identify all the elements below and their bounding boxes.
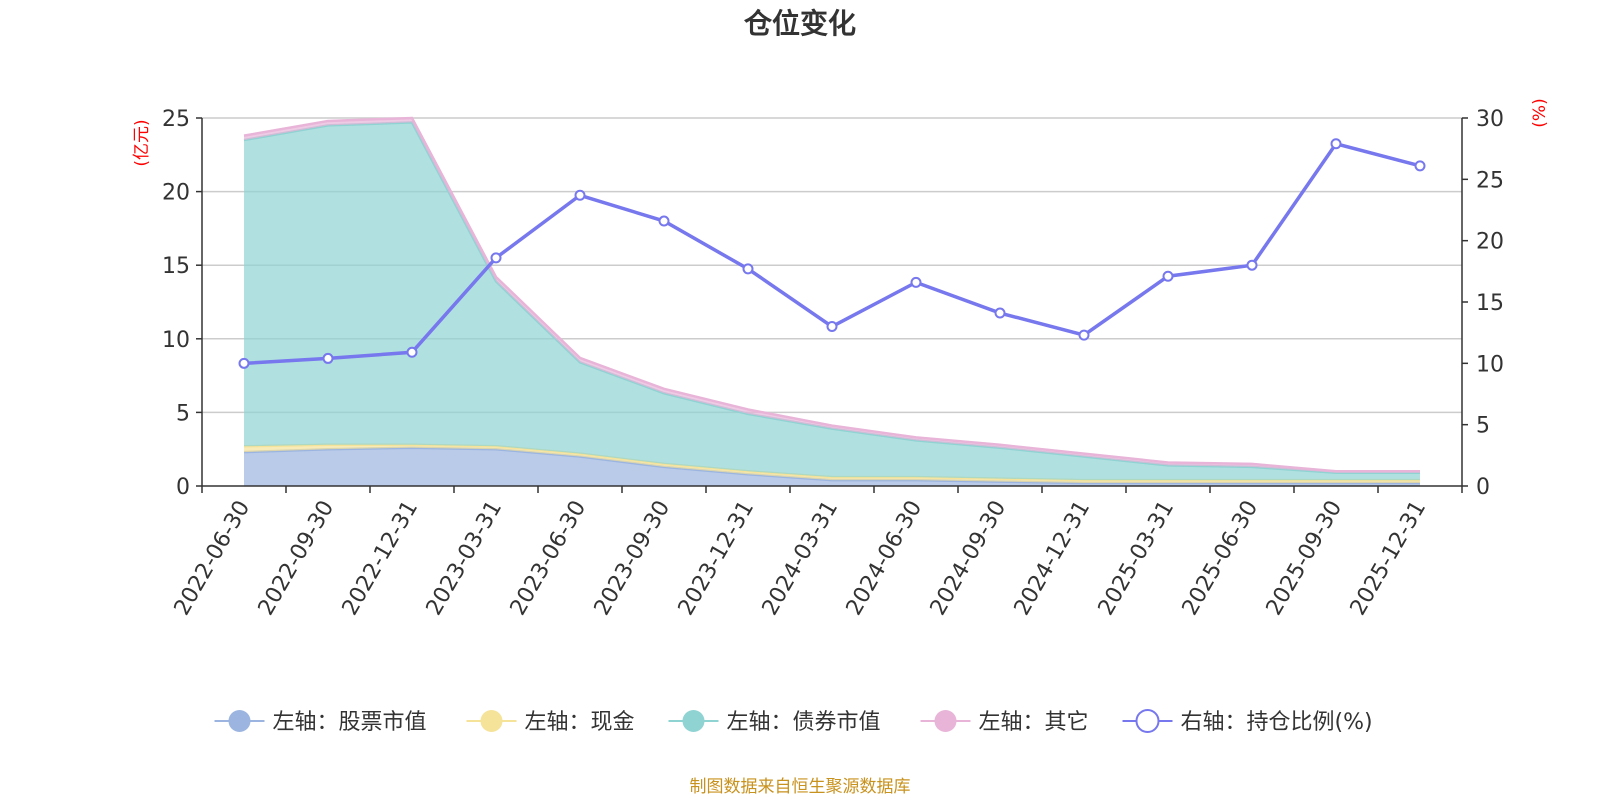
ratio-point [322, 352, 334, 364]
legend-label: 左轴：债券市值 [727, 710, 881, 735]
x-tick-label: 2023-09-30 [590, 497, 676, 620]
x-tick-label: 2025-03-31 [1094, 497, 1180, 620]
ratio-point [1246, 259, 1258, 271]
x-tick-label: 2023-12-31 [674, 497, 760, 620]
legend-item-1[interactable]: 左轴：现金 [466, 710, 635, 735]
legend-marker [934, 710, 957, 732]
legend-label: 左轴：股票市值 [273, 710, 427, 735]
x-tick-label: 2022-12-31 [338, 497, 424, 620]
ratio-point [1162, 270, 1174, 282]
left-tick-label: 25 [162, 107, 190, 132]
legend: 左轴：股票市值 左轴：现金 左轴：债券市值 左轴：其它 右轴：持仓比例(%) [214, 709, 1373, 735]
ratio-point [490, 252, 502, 264]
right-axis-unit: (%) [1530, 98, 1550, 127]
legend-marker [682, 710, 705, 732]
right-tick-label: 25 [1476, 168, 1504, 193]
x-tick-label: 2023-03-31 [422, 497, 508, 620]
legend-item-0[interactable]: 左轴：股票市值 [214, 710, 427, 735]
right-tick-label: 0 [1476, 475, 1490, 500]
x-tick-label: 2024-09-30 [926, 497, 1012, 620]
ratio-point [910, 276, 922, 288]
ratio-point [1330, 138, 1342, 150]
x-tick-label: 2025-06-30 [1178, 497, 1264, 620]
right-tick-label: 30 [1476, 107, 1504, 132]
ratio-point [1078, 329, 1090, 341]
ratio-point [658, 215, 670, 227]
legend-marker [1135, 709, 1160, 733]
area-series-2 [244, 122, 1420, 481]
x-tick-label: 2024-03-31 [758, 497, 844, 620]
ratio-point [994, 307, 1006, 319]
area-edge-3 [243, 116, 1420, 473]
left-tick-label: 15 [162, 254, 190, 279]
chart-title: 仓位变化 [744, 7, 856, 40]
legend-marker [480, 710, 503, 732]
x-tick-label: 2022-06-30 [170, 497, 256, 620]
x-tick-label: 2023-06-30 [506, 497, 592, 620]
area-series-0 [244, 447, 1420, 486]
stacked-areas [243, 116, 1420, 486]
legend-label: 左轴：现金 [525, 710, 635, 735]
ratio-point [742, 263, 754, 275]
legend-marker [228, 710, 251, 732]
ratio-line [238, 138, 1426, 369]
legend-item-2[interactable]: 左轴：债券市值 [668, 710, 881, 735]
right-tick-label: 5 [1476, 414, 1490, 439]
x-tick-label: 2022-09-30 [254, 497, 340, 620]
left-tick-label: 10 [162, 328, 190, 353]
legend-label: 左轴：其它 [979, 710, 1089, 735]
ratio-point [238, 357, 250, 369]
ratio-point [406, 346, 418, 358]
data-source-note: 制图数据来自恒生聚源数据库 [690, 777, 911, 797]
x-tick-label: 2025-12-31 [1346, 497, 1432, 620]
ratio-point [826, 321, 838, 333]
right-tick-label: 10 [1476, 352, 1504, 377]
x-tick-label: 2024-12-31 [1010, 497, 1096, 620]
left-tick-label: 20 [162, 181, 190, 206]
ratio-point [574, 189, 586, 201]
right-tick-label: 20 [1476, 230, 1504, 255]
left-axis-unit: (亿元) [132, 119, 152, 166]
right-tick-label: 15 [1476, 291, 1504, 316]
left-tick-label: 5 [176, 401, 190, 426]
legend-label: 右轴：持仓比例(%) [1181, 710, 1373, 735]
left-tick-label: 0 [176, 475, 190, 500]
ratio-point [1414, 160, 1426, 172]
legend-item-3[interactable]: 左轴：其它 [920, 710, 1089, 735]
x-tick-label: 2025-09-30 [1262, 497, 1348, 620]
x-tick-label: 2024-06-30 [842, 497, 928, 620]
legend-item-4[interactable]: 右轴：持仓比例(%) [1122, 709, 1373, 735]
